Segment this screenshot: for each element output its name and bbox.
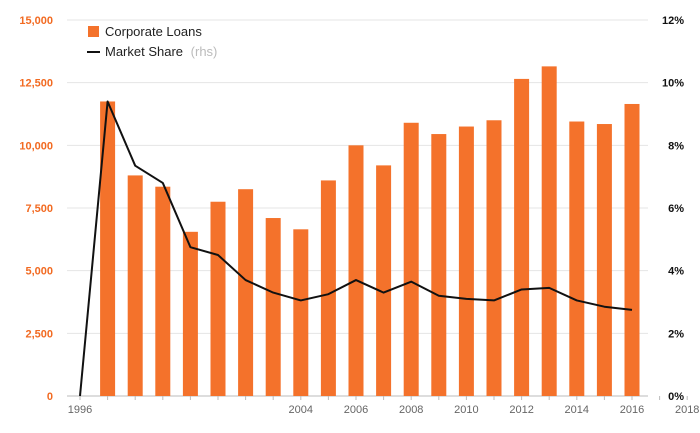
- bar-1998: [127, 175, 143, 396]
- axes: 0 0% 2,500 2% 5,000 4% 7,500 6% 10,000 8% 12,500 10…: [19, 15, 699, 416]
- y-right-tick-label: 10%: [662, 78, 684, 90]
- bar-2008: [403, 122, 419, 397]
- bar-2012: [514, 78, 530, 396]
- legend-swatch-corporate-loans: [88, 26, 99, 37]
- y-left-tick-label: 10,000: [19, 140, 53, 152]
- bar-2013: [541, 66, 557, 396]
- legend: Corporate Loans Market Share (rhs): [87, 24, 217, 59]
- bar-1997: [100, 101, 116, 396]
- bar-2005: [320, 180, 336, 396]
- bar-2003: [265, 218, 281, 396]
- bar-2009: [431, 134, 447, 396]
- y-right-tick-label: 4%: [668, 266, 684, 278]
- x-tick-label: 2016: [620, 404, 644, 416]
- x-tick-label: 2010: [454, 404, 478, 416]
- bar-series: [100, 66, 640, 397]
- y-left-tick-label: 12,500: [19, 78, 53, 90]
- y-left-tick-label: 15,000: [19, 15, 53, 27]
- y-right-tick-label: 2%: [668, 328, 684, 340]
- legend-label-corporate-loans: Corporate Loans: [105, 24, 202, 39]
- bar-2000: [182, 231, 198, 396]
- x-tick-label: 2012: [509, 404, 533, 416]
- x-tick-label: 2018: [675, 404, 699, 416]
- x-tick-label: 1996: [68, 404, 92, 416]
- y-left-tick-label: 2,500: [25, 328, 53, 340]
- y-left-tick-label: 0: [47, 391, 53, 403]
- bar-2011: [486, 120, 502, 397]
- bar-2007: [376, 165, 392, 396]
- y-right-tick-label: 0%: [668, 391, 684, 403]
- y-right-tick-label: 6%: [668, 203, 684, 215]
- y-left-tick-label: 7,500: [25, 203, 53, 215]
- legend-label-market-share: Market Share (rhs): [105, 44, 217, 59]
- x-tick-label: 2014: [565, 404, 589, 416]
- y-right-tick-label: 8%: [668, 140, 684, 152]
- bar-1999: [155, 186, 171, 396]
- bar-2010: [458, 126, 474, 397]
- bar-2015: [596, 124, 612, 396]
- line-series: [79, 100, 633, 397]
- bar-2002: [238, 189, 254, 396]
- bar-2001: [210, 201, 226, 396]
- bar-2016: [624, 103, 640, 397]
- bar-2004: [293, 229, 309, 396]
- bar-2014: [569, 121, 585, 397]
- x-tick-label: 2006: [344, 404, 368, 416]
- y-left-tick-label: 5,000: [25, 266, 53, 278]
- x-tick-label: 2004: [289, 404, 313, 416]
- bar-2006: [348, 145, 364, 396]
- x-tick-label: 2008: [399, 404, 423, 416]
- y-right-tick-label: 12%: [662, 15, 684, 27]
